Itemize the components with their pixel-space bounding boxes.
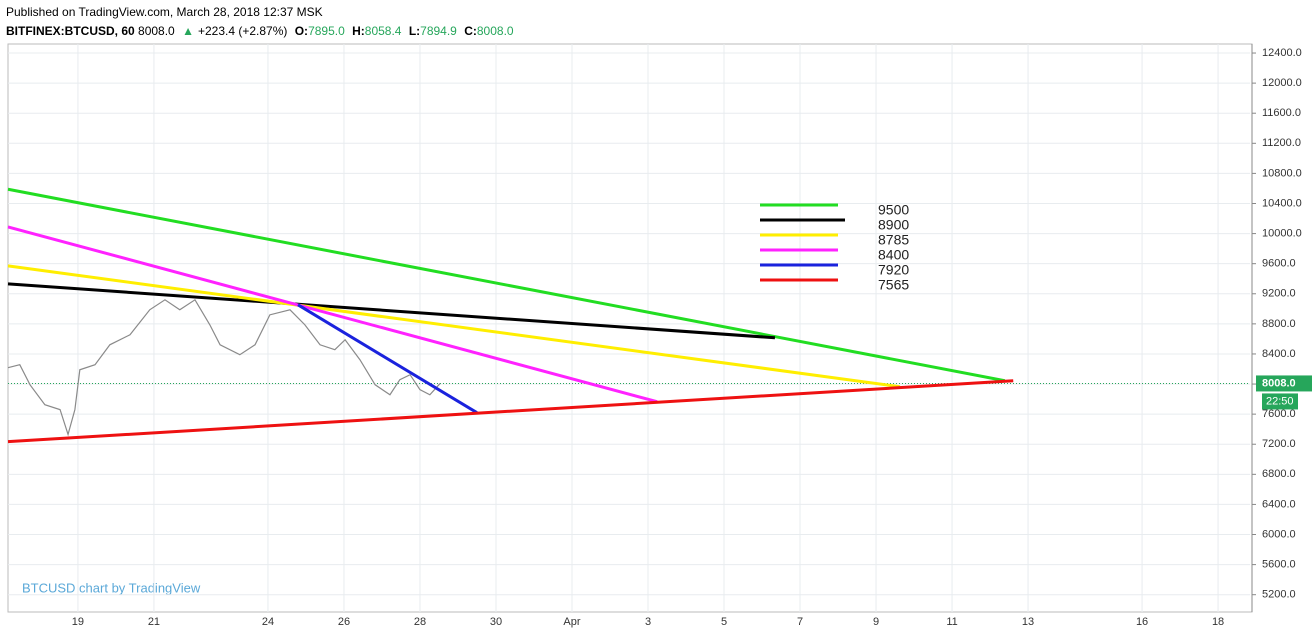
x-tick-label: 19 bbox=[72, 616, 84, 628]
y-tick-label: 10400.0 bbox=[1262, 197, 1302, 209]
y-tick-label: 9200.0 bbox=[1262, 288, 1296, 300]
open: 7895.0 bbox=[308, 24, 345, 38]
y-tick-label: 12000.0 bbox=[1262, 77, 1302, 89]
last: 8008.0 bbox=[138, 24, 175, 38]
trend-line bbox=[297, 303, 478, 414]
x-tick-label: 24 bbox=[262, 616, 274, 628]
x-tick-label: 30 bbox=[490, 616, 502, 628]
x-tick-label: 26 bbox=[338, 616, 350, 628]
change: +223.4 (+2.87%) bbox=[197, 24, 288, 38]
high: 8058.4 bbox=[364, 24, 402, 38]
published: Published on TradingView.com, March 28, … bbox=[6, 5, 323, 19]
legend-label: 8900 bbox=[878, 217, 909, 233]
x-tick-label: 13 bbox=[1022, 616, 1034, 628]
o-label: O: bbox=[294, 24, 309, 38]
y-tick-label: 5200.0 bbox=[1262, 589, 1296, 601]
x-tick-label: 18 bbox=[1212, 616, 1224, 628]
y-tick-label: 10000.0 bbox=[1262, 227, 1302, 239]
x-tick-label: 3 bbox=[645, 616, 651, 628]
low: 7894.9 bbox=[420, 24, 457, 38]
last-price-label: 8008.0 bbox=[1262, 377, 1296, 389]
x-tick-label: 28 bbox=[414, 616, 426, 628]
y-tick-label: 11200.0 bbox=[1262, 137, 1301, 149]
x-tick-label: 7 bbox=[797, 616, 803, 628]
y-tick-label: 8800.0 bbox=[1262, 318, 1296, 330]
x-tick-label: Apr bbox=[563, 616, 580, 628]
up-arrow: ▲ bbox=[182, 24, 194, 38]
trend-line bbox=[7, 187, 1006, 383]
countdown-box bbox=[1262, 393, 1298, 410]
x-tick-label: 5 bbox=[721, 616, 727, 628]
quote-row: BITFINEX:BTCUSD, 60 8008.0 ▲ +223.4 (+2.8… bbox=[6, 22, 518, 41]
x-tick-label: 9 bbox=[873, 616, 879, 628]
trend-line bbox=[7, 282, 776, 340]
watermark: BTCUSD chart by TradingView bbox=[22, 580, 201, 595]
y-tick-label: 9600.0 bbox=[1262, 258, 1296, 270]
legend-label: 8400 bbox=[878, 247, 909, 263]
trend-line bbox=[7, 379, 1014, 444]
trend-line bbox=[7, 264, 901, 389]
y-tick-label: 7600.0 bbox=[1262, 408, 1296, 420]
trend-line bbox=[7, 225, 658, 404]
c-label: C: bbox=[464, 24, 477, 38]
y-tick-label: 12400.0 bbox=[1262, 47, 1302, 59]
y-tick-label: 6800.0 bbox=[1262, 468, 1296, 480]
x-tick-label: 21 bbox=[148, 616, 160, 628]
y-tick-label: 5600.0 bbox=[1262, 559, 1296, 571]
last-price-box bbox=[1256, 375, 1312, 392]
y-tick-label: 7200.0 bbox=[1262, 438, 1296, 450]
legend-label: 7565 bbox=[878, 277, 909, 293]
legend-label: 8785 bbox=[878, 232, 909, 248]
x-tick-label: 11 bbox=[946, 616, 957, 628]
y-tick-label: 10800.0 bbox=[1262, 167, 1302, 179]
price-line bbox=[7, 298, 441, 437]
header: Published on TradingView.com, March 28, … bbox=[6, 3, 518, 41]
close: 8008.0 bbox=[476, 24, 514, 38]
legend-label: 7920 bbox=[878, 262, 909, 278]
y-tick-label: 11600.0 bbox=[1262, 107, 1301, 119]
x-tick-label: 16 bbox=[1136, 616, 1148, 628]
symbol: BITFINEX:BTCUSD, 60 bbox=[6, 24, 135, 38]
l-label: L: bbox=[408, 24, 421, 38]
y-tick-label: 6400.0 bbox=[1262, 498, 1296, 510]
countdown: 22:50 bbox=[1266, 395, 1294, 407]
y-tick-label: 8400.0 bbox=[1262, 348, 1296, 360]
legend-label: 9500 bbox=[878, 202, 909, 218]
h-label: H: bbox=[352, 24, 365, 38]
y-tick-label: 6000.0 bbox=[1262, 528, 1296, 540]
